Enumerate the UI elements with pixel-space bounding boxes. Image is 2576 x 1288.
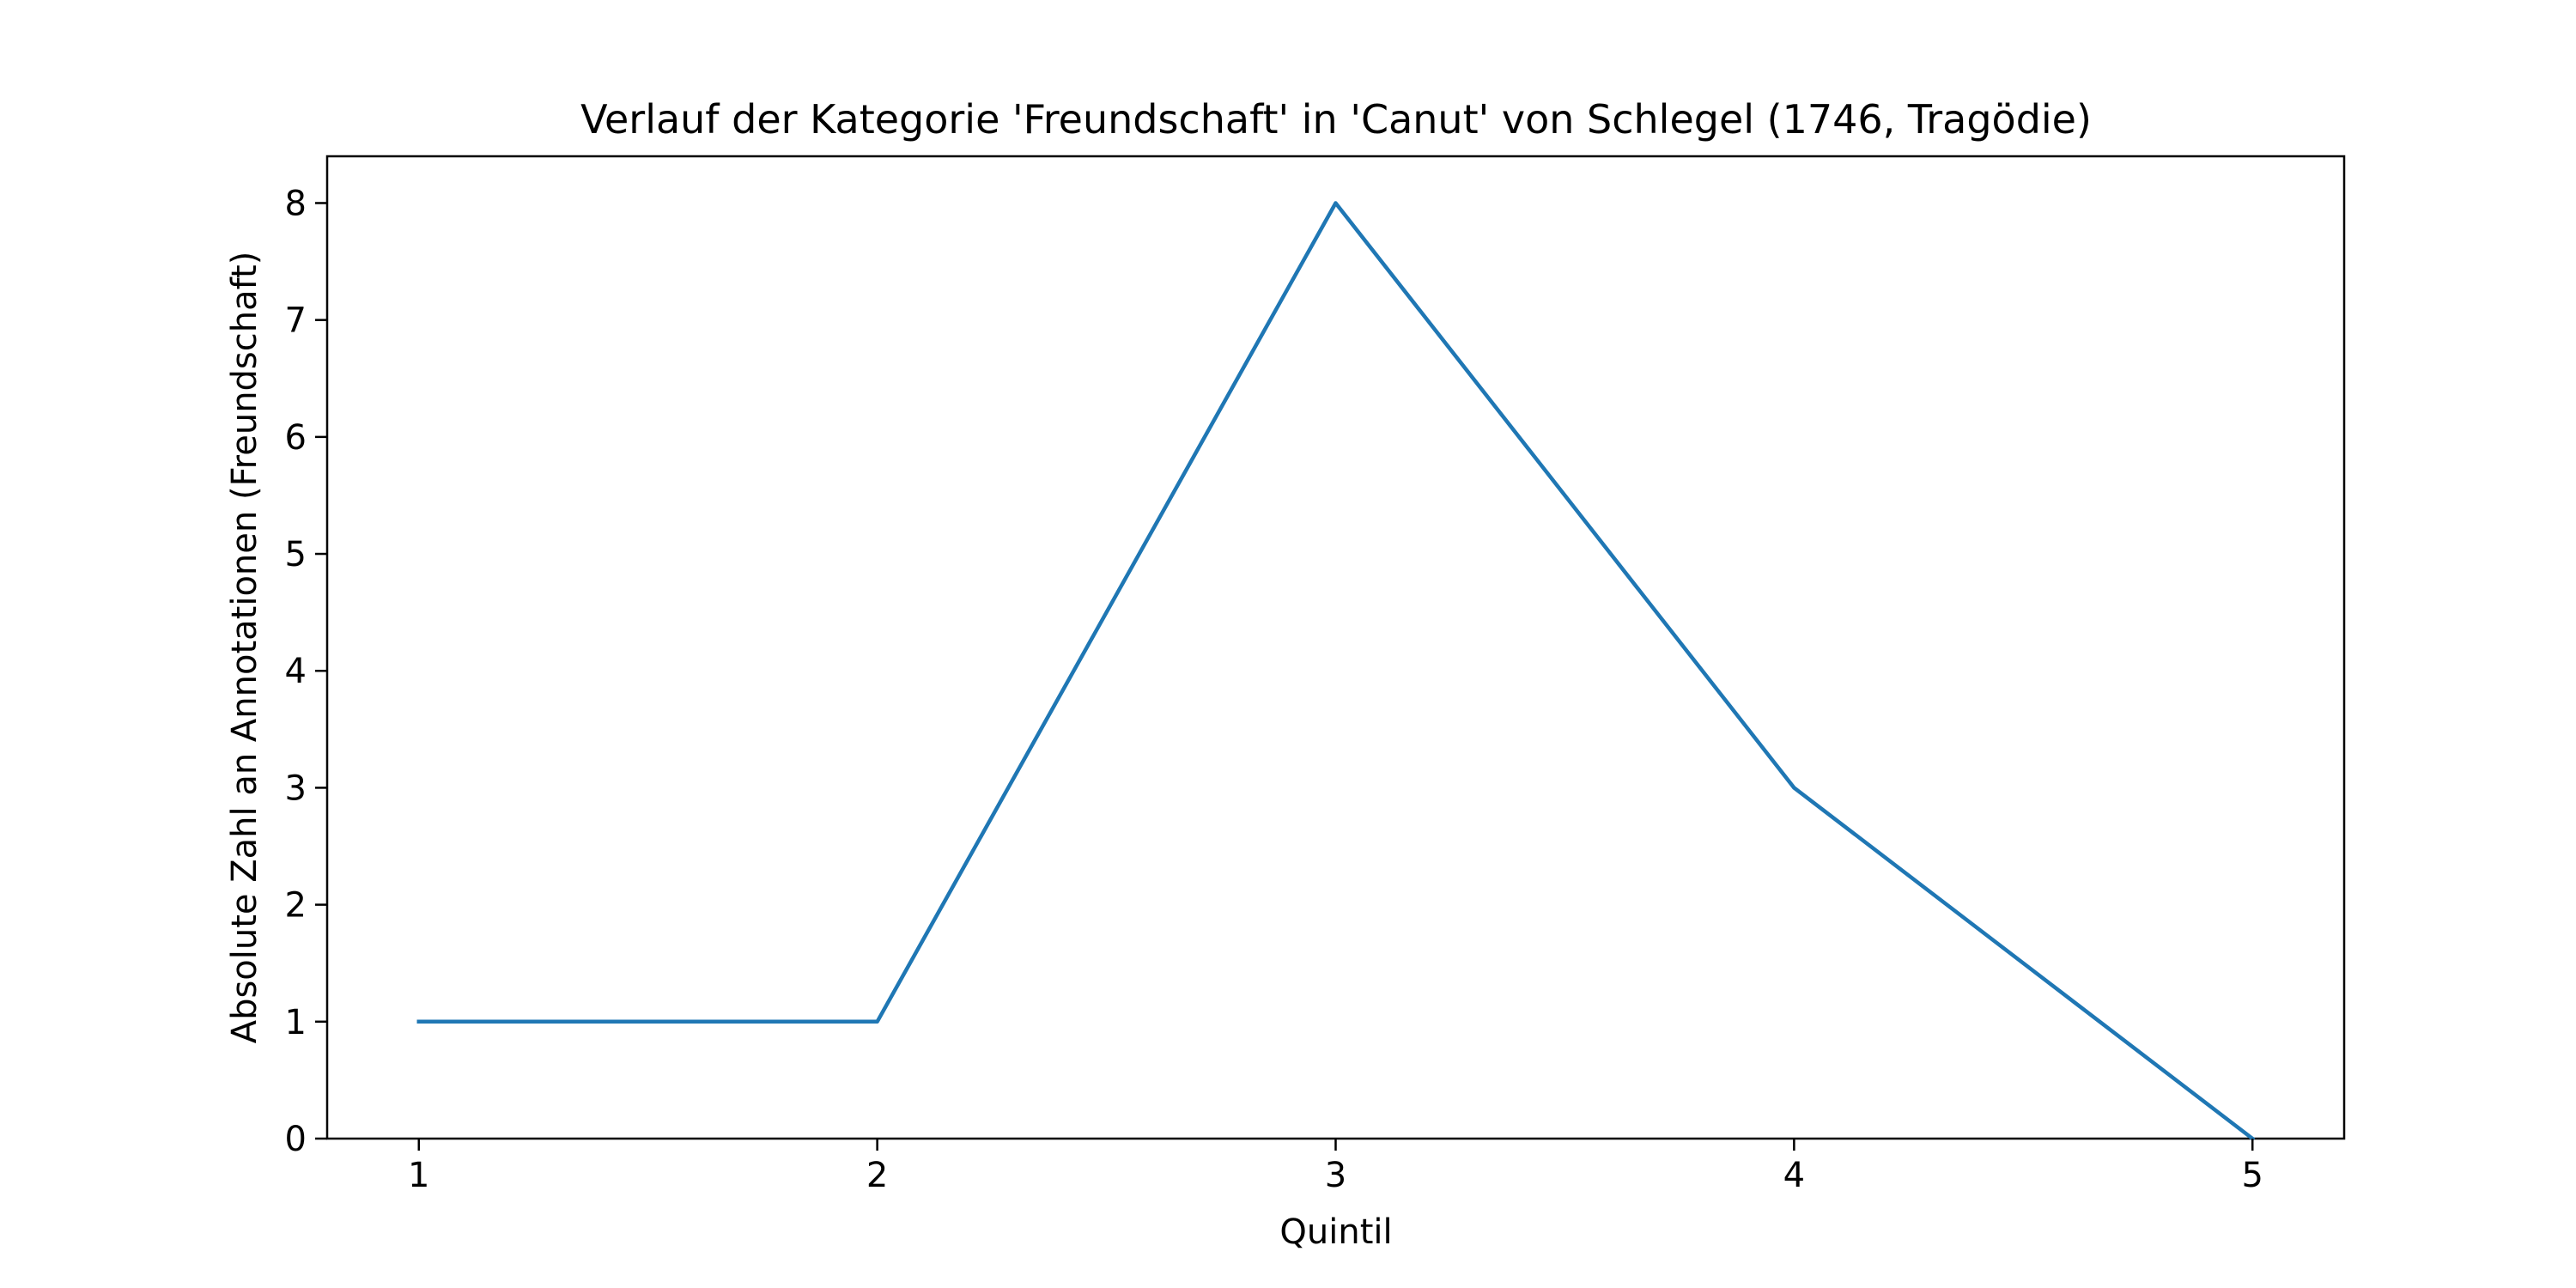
x-tick-label: 3	[1325, 1156, 1346, 1195]
y-tick-label: 2	[285, 886, 307, 926]
x-tick-label: 4	[1783, 1156, 1805, 1195]
x-tick-label: 1	[408, 1156, 429, 1195]
plot-frame	[325, 155, 2346, 1140]
x-axis-label: Quintil	[1279, 1212, 1392, 1252]
x-tick-label: 2	[866, 1156, 888, 1195]
y-tick-label: 0	[285, 1120, 307, 1159]
y-axis-label: Absolute Zahl an Annotationen (Freundsch…	[225, 252, 264, 1044]
y-axis: 0 1 2 3 4 5 6 7 8	[285, 184, 327, 1159]
series-layer	[416, 201, 2256, 1142]
chart-title: Verlauf der Kategorie 'Freundschaft' in …	[580, 96, 2092, 143]
plot-area	[325, 155, 2346, 1142]
y-tick-label: 7	[285, 301, 307, 341]
x-tick-label: 5	[2242, 1156, 2263, 1195]
y-tick-label: 1	[285, 1003, 307, 1042]
y-tick-label: 8	[285, 184, 307, 223]
series-line	[416, 201, 2256, 1142]
x-axis: 1 2 3 4 5	[408, 1139, 2263, 1195]
y-tick-label: 6	[285, 418, 307, 458]
y-tick-label: 5	[285, 535, 307, 574]
y-tick-label: 4	[285, 652, 307, 691]
y-tick-label: 3	[285, 769, 307, 808]
